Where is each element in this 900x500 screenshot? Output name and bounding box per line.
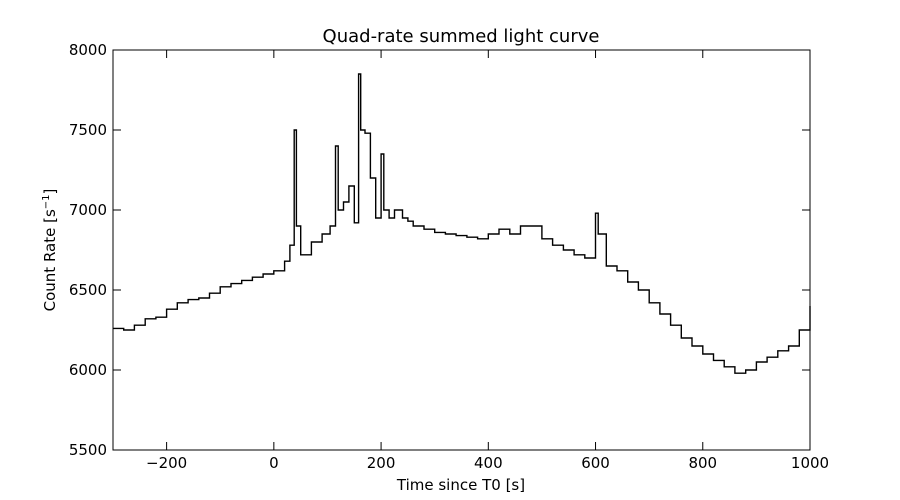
y-tick-label: 7500 — [69, 121, 107, 139]
x-tick-label: −200 — [146, 454, 187, 472]
series-group — [113, 73, 811, 374]
x-tick-label: 800 — [688, 454, 717, 472]
x-axis-label: Time since T0 [s] — [396, 476, 525, 494]
y-axis-label-end: ] — [41, 189, 59, 195]
x-tick-label: 200 — [367, 454, 396, 472]
x-tick-label: 0 — [269, 454, 279, 472]
y-axis-label-sup: −1 — [41, 194, 52, 209]
y-tick-label: 6500 — [69, 281, 107, 299]
plot-frame — [112, 49, 811, 451]
x-tick-label: 600 — [581, 454, 610, 472]
y-tick-label: 6000 — [69, 361, 107, 379]
y-axis-label: Count Rate [s−1] — [41, 189, 59, 312]
y-axis-label-main: Count Rate [s — [41, 209, 59, 311]
x-tick-label: 400 — [474, 454, 503, 472]
y-tick-label: 8000 — [69, 41, 107, 59]
light-curve-line — [113, 73, 811, 374]
y-tick-label: 5500 — [69, 441, 107, 459]
chart-title: Quad-rate summed light curve — [323, 26, 600, 47]
x-tick-label: 1000 — [791, 454, 829, 472]
y-tick-label: 7000 — [69, 201, 107, 219]
